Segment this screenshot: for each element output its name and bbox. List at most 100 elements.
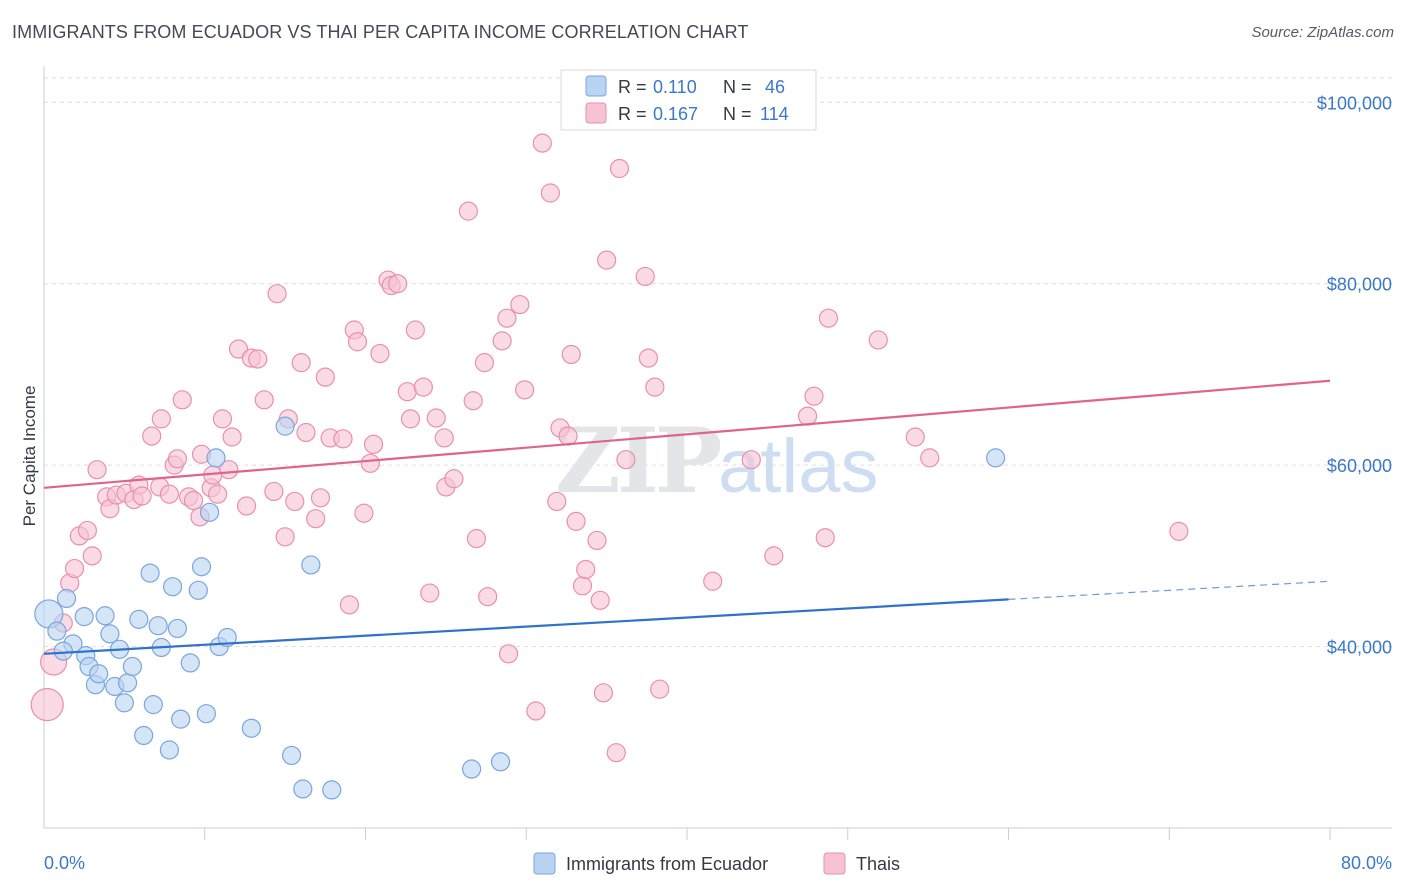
ecuador-point-20 <box>143 695 163 715</box>
thais-point-47 <box>315 367 335 387</box>
thais-point-19 <box>159 484 179 504</box>
ecuador-point-24 <box>163 577 183 597</box>
thais-point-109 <box>920 448 940 468</box>
legend-label-thais: Thais <box>856 854 900 874</box>
thais-point-66 <box>434 428 454 448</box>
thais-point-100 <box>703 571 723 591</box>
thais-point-61 <box>400 409 421 429</box>
ecuador-point-29 <box>191 557 212 577</box>
thais-point-22 <box>172 390 192 410</box>
thais-point-76 <box>498 644 519 664</box>
thais-point-8 <box>87 460 107 480</box>
thais-point-84 <box>558 426 578 446</box>
ecuador-point-41 <box>461 759 482 779</box>
thais-point-44 <box>296 422 316 443</box>
stats-r-value-blue: 0.110 <box>653 77 697 97</box>
ecuador-point-10 <box>95 606 115 626</box>
ecuador-point-38 <box>293 779 313 799</box>
thais-point-30 <box>212 409 233 429</box>
y-tick-label-2: $80,000 <box>1327 275 1392 295</box>
thais-point-54 <box>360 453 380 473</box>
stats-n-label-blue: N = <box>723 77 752 97</box>
thais-point-110 <box>1169 521 1189 541</box>
stats-n-label-pink: N = <box>723 104 752 124</box>
thais-point-15 <box>132 486 152 506</box>
x-axis-ticks <box>204 828 1331 840</box>
thais-points <box>30 133 1189 763</box>
thais-point-92 <box>597 250 617 270</box>
y-tick-label-1: $60,000 <box>1327 456 1392 476</box>
ecuador-points <box>34 416 1006 800</box>
ecuador-point-21 <box>148 616 168 636</box>
thais-point-71 <box>466 529 487 549</box>
thais-point-40 <box>275 527 295 547</box>
thais-point-89 <box>587 530 607 551</box>
ecuador-point-40 <box>322 780 342 800</box>
watermark-zip: ZIP <box>555 408 721 514</box>
ecuador-point-25 <box>167 618 188 639</box>
thais-point-90 <box>590 590 610 610</box>
thais-point-99 <box>650 679 670 699</box>
watermark-atlas: atlas <box>718 424 879 509</box>
thais-point-104 <box>804 386 824 406</box>
y-tick-label-3: $100,000 <box>1317 93 1392 113</box>
thais-point-73 <box>478 587 498 607</box>
trend-line-ecuador <box>43 598 1009 655</box>
ecuador-point-18 <box>134 725 154 746</box>
thais-point-24 <box>183 490 204 511</box>
thais-point-42 <box>285 491 305 512</box>
ecuador-point-5 <box>74 607 94 627</box>
thais-point-108 <box>905 427 925 447</box>
thais-point-50 <box>339 595 360 615</box>
ecuador-point-32 <box>206 448 226 468</box>
thais-point-0 <box>30 688 64 722</box>
thais-point-38 <box>264 481 284 502</box>
stats-legend-swatch-blue <box>585 75 607 97</box>
y-tick-label-0: $40,000 <box>1327 638 1392 658</box>
legend-swatch-ecuador <box>533 852 556 875</box>
thais-point-45 <box>306 509 326 529</box>
stats-r-label-blue: R = <box>618 77 647 97</box>
thais-point-69 <box>458 201 478 221</box>
chart-title: IMMIGRANTS FROM ECUADOR VS THAI PER CAPI… <box>12 22 749 42</box>
thais-point-79 <box>526 701 546 721</box>
thais-point-102 <box>764 546 784 566</box>
thais-point-87 <box>572 576 593 596</box>
trend-lines <box>43 379 1331 655</box>
thais-point-91 <box>593 683 614 703</box>
thais-point-37 <box>254 390 274 410</box>
thais-point-68 <box>444 469 464 489</box>
ecuador-point-36 <box>275 416 295 436</box>
thais-point-101 <box>741 450 761 470</box>
stats-r-label-pink: R = <box>618 104 647 124</box>
thais-point-95 <box>616 450 636 470</box>
trend-line-thais <box>43 379 1331 489</box>
ecuador-point-2 <box>56 588 77 609</box>
thais-point-34 <box>236 496 257 516</box>
thais-point-93 <box>606 743 626 763</box>
thais-point-64 <box>420 583 440 603</box>
thais-point-72 <box>474 353 495 373</box>
thais-point-7 <box>82 546 102 566</box>
thais-point-74 <box>492 331 512 351</box>
thais-point-86 <box>566 511 586 531</box>
thais-point-39 <box>267 284 287 304</box>
stats-n-value-blue: 46 <box>765 77 785 97</box>
y-axis-label: Per Capita Income <box>20 386 39 527</box>
legend-swatch-thais <box>823 852 846 875</box>
thais-point-70 <box>463 391 483 411</box>
thais-point-75 <box>497 308 517 328</box>
stats-n-value-pink: 114 <box>760 104 789 124</box>
stats-legend: R = 0.110 N = 46 R = 0.167 N = 114 <box>560 69 817 131</box>
thais-point-77 <box>510 294 530 315</box>
thais-point-106 <box>818 308 839 328</box>
ecuador-point-11 <box>100 624 120 644</box>
thais-point-105 <box>815 528 835 548</box>
thais-point-36 <box>248 349 268 369</box>
ecuador-point-4 <box>53 641 73 661</box>
ecuador-point-1 <box>47 621 67 641</box>
thais-point-80 <box>532 133 552 153</box>
ecuador-point-35 <box>241 718 261 738</box>
stats-r-value-pink: 0.167 <box>653 104 698 124</box>
thais-point-16 <box>142 426 162 446</box>
